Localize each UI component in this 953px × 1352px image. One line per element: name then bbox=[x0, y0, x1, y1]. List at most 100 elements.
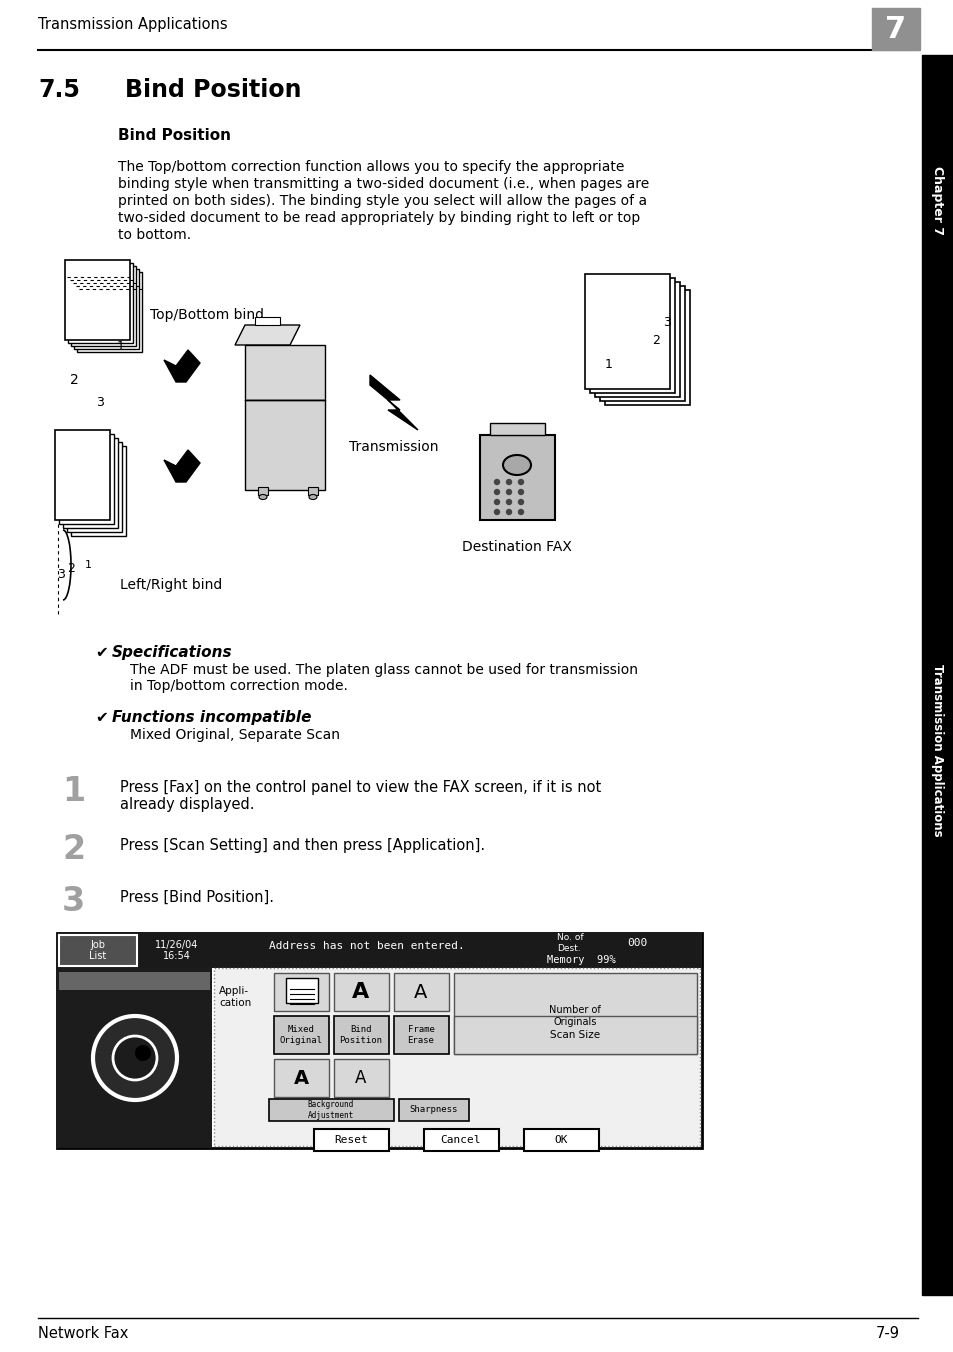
Bar bbox=[257, 487, 268, 495]
Text: Sharpness: Sharpness bbox=[410, 1106, 457, 1114]
Bar bbox=[63, 438, 118, 529]
Bar bbox=[59, 434, 113, 525]
Bar bbox=[490, 423, 544, 435]
Bar bbox=[423, 1129, 498, 1151]
Bar bbox=[77, 272, 142, 352]
Bar bbox=[584, 274, 669, 389]
Text: Chapter 7: Chapter 7 bbox=[930, 165, 943, 234]
Circle shape bbox=[135, 1045, 151, 1061]
Ellipse shape bbox=[502, 456, 531, 475]
Bar bbox=[921, 55, 953, 1295]
Text: Transmission: Transmission bbox=[349, 439, 438, 454]
Text: A: A bbox=[414, 983, 427, 1002]
Text: ✔: ✔ bbox=[95, 645, 108, 660]
Text: 1: 1 bbox=[62, 775, 85, 808]
Bar bbox=[67, 442, 122, 531]
Bar bbox=[595, 283, 679, 397]
Text: Specifications: Specifications bbox=[112, 645, 233, 660]
Text: Number of
Originals: Number of Originals bbox=[549, 1005, 600, 1026]
Circle shape bbox=[518, 489, 523, 495]
Text: in Top/bottom correction mode.: in Top/bottom correction mode. bbox=[130, 679, 348, 694]
Text: A: A bbox=[294, 1068, 308, 1087]
Text: Press [Fax] on the control panel to view the FAX screen, if it is not: Press [Fax] on the control panel to view… bbox=[120, 780, 600, 795]
Text: 2: 2 bbox=[70, 373, 79, 387]
Text: Scan Size: Scan Size bbox=[549, 1030, 599, 1040]
Text: Memory  99%: Memory 99% bbox=[546, 955, 615, 965]
Text: 000: 000 bbox=[626, 938, 646, 948]
Circle shape bbox=[494, 499, 499, 504]
Text: OK: OK bbox=[554, 1134, 567, 1145]
Text: already displayed.: already displayed. bbox=[120, 796, 254, 813]
Text: A: A bbox=[352, 982, 369, 1002]
Bar bbox=[871, 8, 919, 50]
Text: Bind
Position: Bind Position bbox=[339, 1025, 382, 1045]
Bar bbox=[394, 973, 449, 1011]
Text: 3: 3 bbox=[96, 396, 104, 410]
Bar bbox=[454, 1015, 697, 1055]
Bar bbox=[213, 968, 700, 1146]
Text: Left/Right bind: Left/Right bind bbox=[120, 579, 222, 592]
Bar bbox=[286, 977, 317, 1003]
Polygon shape bbox=[164, 350, 200, 383]
Text: The ADF must be used. The platen glass cannot be used for transmission: The ADF must be used. The platen glass c… bbox=[130, 662, 638, 677]
Text: Mixed Original, Separate Scan: Mixed Original, Separate Scan bbox=[130, 727, 339, 742]
Text: A: A bbox=[355, 1069, 366, 1087]
Bar bbox=[55, 430, 110, 521]
Text: Top/Bottom bind: Top/Bottom bind bbox=[150, 308, 264, 322]
Text: Functions incompatible: Functions incompatible bbox=[112, 710, 312, 725]
Bar bbox=[308, 487, 317, 495]
Circle shape bbox=[518, 510, 523, 515]
Circle shape bbox=[506, 510, 511, 515]
Bar bbox=[57, 968, 212, 1148]
Text: Transmission Applications: Transmission Applications bbox=[930, 664, 943, 837]
Text: Press [Bind Position].: Press [Bind Position]. bbox=[120, 890, 274, 904]
Bar bbox=[274, 1015, 329, 1055]
Bar bbox=[269, 1099, 394, 1121]
Text: Network Fax: Network Fax bbox=[38, 1325, 129, 1340]
Text: Reset: Reset bbox=[334, 1134, 368, 1145]
Text: Mixed
Original: Mixed Original bbox=[279, 1025, 322, 1045]
Text: printed on both sides). The binding style you select will allow the pages of a: printed on both sides). The binding styl… bbox=[118, 193, 646, 208]
Text: Cancel: Cancel bbox=[440, 1134, 480, 1145]
Bar bbox=[314, 1129, 389, 1151]
Text: Background
Adjustment: Background Adjustment bbox=[308, 1101, 354, 1119]
Bar bbox=[57, 933, 701, 968]
Bar bbox=[274, 1059, 329, 1096]
Ellipse shape bbox=[309, 495, 316, 499]
Bar bbox=[274, 973, 329, 1011]
Bar bbox=[454, 973, 697, 1055]
Bar bbox=[74, 269, 139, 349]
Text: Bind Position: Bind Position bbox=[118, 128, 231, 143]
Circle shape bbox=[112, 1036, 157, 1080]
Polygon shape bbox=[164, 450, 200, 483]
Bar bbox=[398, 1099, 469, 1121]
Text: Appli-
cation: Appli- cation bbox=[219, 986, 251, 1007]
Text: 3: 3 bbox=[57, 568, 65, 581]
Text: Frame
Erase: Frame Erase bbox=[407, 1025, 434, 1045]
Circle shape bbox=[518, 480, 523, 484]
Circle shape bbox=[506, 489, 511, 495]
Text: 11/26/04
16:54: 11/26/04 16:54 bbox=[155, 940, 198, 961]
Bar bbox=[254, 316, 280, 324]
Bar bbox=[59, 936, 137, 965]
Bar bbox=[334, 973, 389, 1011]
Bar bbox=[68, 264, 132, 343]
Bar bbox=[71, 446, 126, 535]
Text: ✔: ✔ bbox=[95, 710, 108, 725]
Bar bbox=[71, 266, 136, 346]
Text: 2: 2 bbox=[62, 833, 85, 867]
Text: Press [Scan Setting] and then press [Application].: Press [Scan Setting] and then press [App… bbox=[120, 838, 485, 853]
Bar bbox=[65, 260, 130, 339]
Circle shape bbox=[494, 480, 499, 484]
Bar bbox=[57, 933, 701, 1148]
Text: The Top/bottom correction function allows you to specify the appropriate: The Top/bottom correction function allow… bbox=[118, 160, 623, 174]
Text: Bind Position: Bind Position bbox=[125, 78, 301, 101]
Bar bbox=[59, 972, 210, 990]
Polygon shape bbox=[234, 324, 299, 345]
Circle shape bbox=[506, 499, 511, 504]
Circle shape bbox=[92, 1015, 177, 1101]
Text: 2: 2 bbox=[651, 334, 659, 346]
Circle shape bbox=[518, 499, 523, 504]
Text: Destination FAX: Destination FAX bbox=[461, 539, 572, 554]
Ellipse shape bbox=[258, 495, 267, 499]
